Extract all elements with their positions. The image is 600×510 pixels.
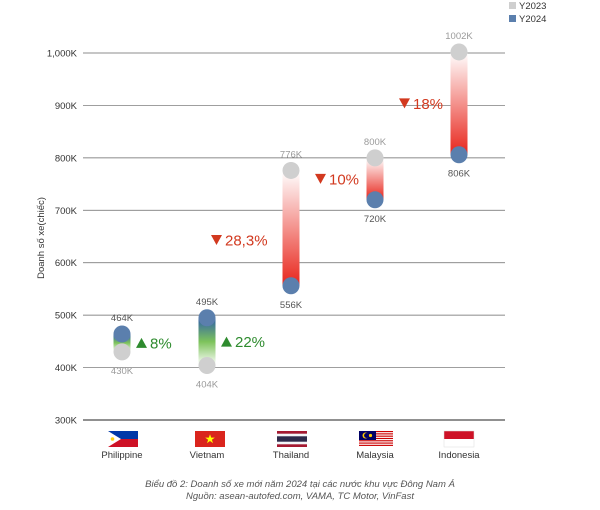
up-arrow-icon	[136, 337, 147, 348]
y-tick-label: 600K	[55, 258, 78, 269]
label-y2024: 495K	[196, 297, 219, 308]
point-y2023	[198, 356, 216, 374]
change-label: 10%	[329, 171, 359, 188]
change-label: 22%	[235, 334, 265, 351]
label-y2023: 404K	[196, 379, 219, 390]
x-category-label: Indonesia	[438, 450, 480, 461]
point-y2024	[113, 325, 131, 343]
point-y2023	[450, 43, 468, 61]
down-arrow-icon	[399, 98, 410, 109]
legend-swatch-y2024	[509, 15, 516, 22]
label-y2024: 556K	[280, 300, 303, 311]
x-category-label: Malaysia	[356, 450, 394, 461]
legend-label-y2024: Y2024	[519, 14, 546, 25]
label-y2023: 776K	[280, 149, 303, 160]
change-label: 18%	[413, 96, 443, 113]
y-axis-ticks: 300K 400K 500K 600K 700K 800K 900K 1,000K	[47, 49, 78, 427]
point-y2024	[366, 191, 384, 209]
y-axis-label: Doanh số xe(chiếc)	[36, 197, 47, 279]
change-label: 28,3%	[225, 233, 268, 250]
point-y2024	[450, 146, 468, 164]
y-tick-label: 900K	[55, 101, 78, 112]
flag-thailand-icon	[277, 431, 307, 447]
x-category-label: Vietnam	[190, 450, 225, 461]
range-bar	[198, 317, 216, 366]
point-y2023	[282, 161, 300, 179]
chart-caption: Biểu đồ 2: Doanh số xe mới năm 2024 tại …	[0, 479, 600, 502]
y-tick-label: 500K	[55, 311, 78, 322]
y-tick-label: 400K	[55, 363, 78, 374]
data-marks: 430K 464K 8% 404K 495K 22% 776K 556K 28,3% 800K 72…	[111, 31, 473, 391]
range-bar	[450, 51, 468, 155]
flag-vietnam-icon	[195, 431, 225, 447]
flag-philippines-icon	[108, 431, 138, 447]
label-y2024: 806K	[448, 169, 471, 180]
flag-malaysia-icon	[359, 431, 393, 447]
down-arrow-icon	[211, 235, 222, 245]
legend-swatch-y2023	[509, 2, 516, 9]
y-tick-label: 300K	[55, 416, 78, 427]
label-y2023: 1002K	[445, 31, 473, 42]
x-category-label: Thailand	[273, 450, 309, 461]
range-bar	[282, 170, 300, 286]
caption-source: Nguồn: asean-autofed.com, VAMA, TC Motor…	[186, 491, 414, 502]
label-y2024: 720K	[364, 214, 387, 225]
caption-title: Biểu đồ 2: Doanh số xe mới năm 2024 tại …	[145, 479, 455, 490]
y-tick-label: 800K	[55, 153, 78, 164]
point-y2024	[282, 277, 300, 295]
x-axis-labels: Philippine Vietnam Thailand Malaysia Indones…	[101, 450, 480, 461]
label-y2024: 464K	[111, 313, 134, 324]
y-tick-label: 700K	[55, 206, 78, 217]
change-label: 8%	[150, 335, 172, 352]
down-arrow-icon	[315, 173, 326, 184]
legend-label-y2023: Y2023	[519, 1, 546, 12]
range-bar	[366, 157, 384, 200]
y-tick-label: 1,000K	[47, 49, 78, 60]
point-y2023	[113, 343, 131, 361]
label-y2023: 430K	[111, 366, 134, 377]
label-y2023: 800K	[364, 137, 387, 148]
flag-indonesia-icon	[443, 430, 475, 448]
up-arrow-icon	[221, 336, 232, 347]
point-y2023	[366, 149, 384, 167]
point-y2024	[198, 309, 216, 327]
legend: Y2023 Y2024	[509, 1, 546, 25]
x-category-label: Philippine	[101, 450, 142, 461]
